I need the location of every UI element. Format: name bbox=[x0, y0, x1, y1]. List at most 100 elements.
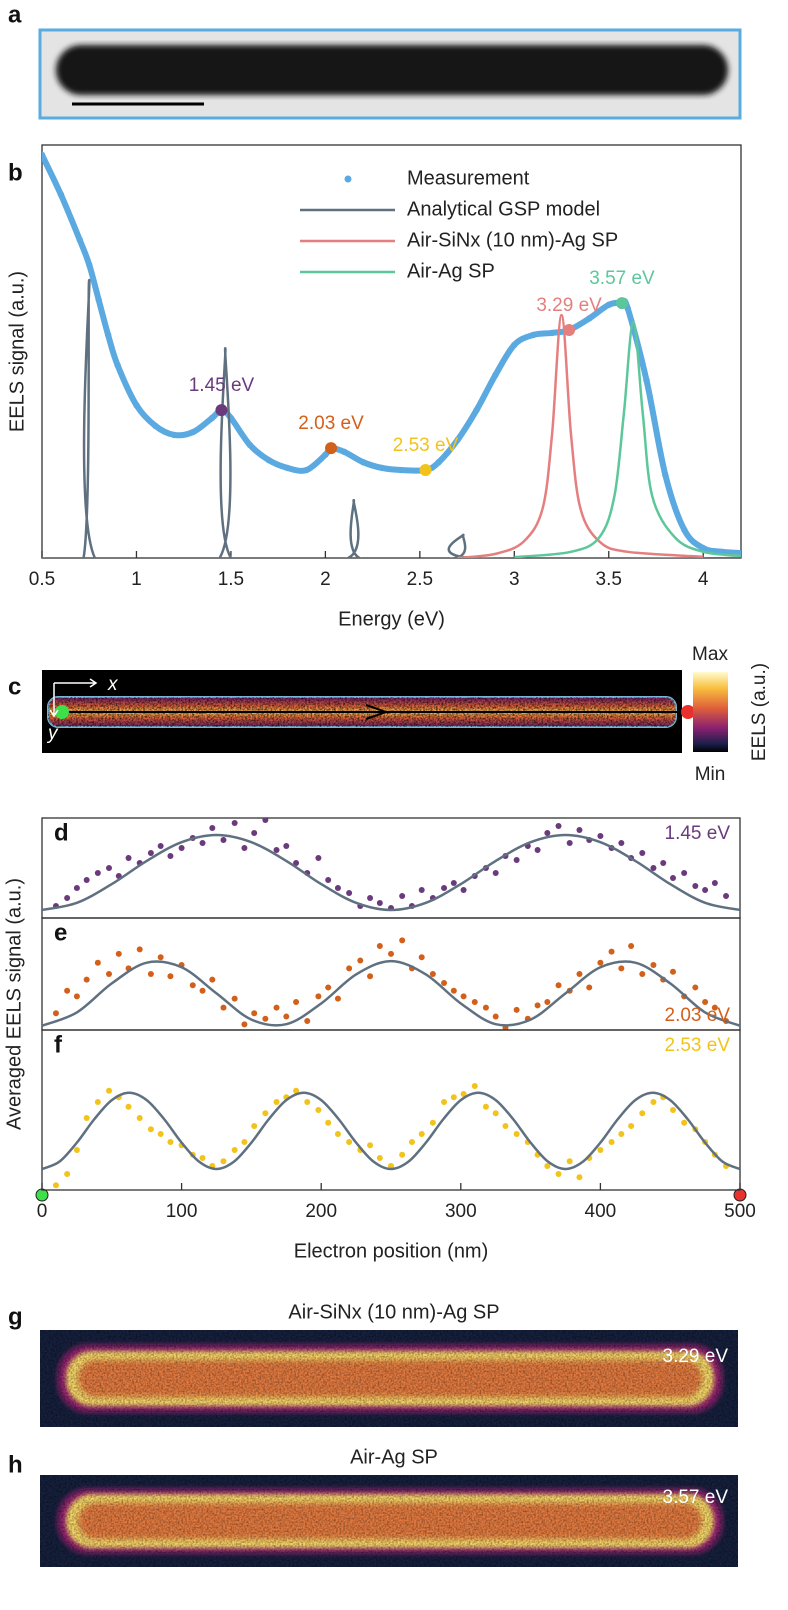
data-point bbox=[534, 1002, 541, 1009]
data-point bbox=[529, 331, 537, 339]
data-point bbox=[189, 982, 196, 989]
peak-marker bbox=[215, 404, 228, 417]
data-point bbox=[273, 847, 280, 853]
data-point bbox=[700, 544, 707, 552]
data-point bbox=[482, 1004, 489, 1011]
data-point bbox=[492, 1110, 499, 1117]
data-point bbox=[64, 895, 71, 901]
data-point bbox=[618, 965, 625, 972]
data-point bbox=[199, 987, 206, 994]
data-point bbox=[304, 1099, 311, 1105]
x-tick-label: 4 bbox=[698, 569, 709, 590]
data-point bbox=[418, 1131, 425, 1137]
data-point bbox=[52, 1182, 59, 1189]
data-point bbox=[283, 1013, 290, 1020]
data-point bbox=[376, 1155, 383, 1161]
data-point bbox=[262, 1110, 269, 1117]
data-point bbox=[171, 431, 178, 439]
data-point bbox=[429, 971, 436, 977]
panel-label: d bbox=[54, 819, 69, 846]
data-point bbox=[628, 943, 635, 949]
data-point bbox=[334, 995, 341, 1002]
data-point bbox=[397, 466, 405, 474]
legend-label: Air-SiNx (10 nm)-Ag SP bbox=[407, 229, 618, 251]
data-point bbox=[95, 296, 102, 304]
panel-label: a bbox=[8, 1, 22, 28]
data-point bbox=[399, 937, 406, 944]
image-title: Air-Ag SP bbox=[350, 1446, 438, 1468]
data-point bbox=[325, 877, 332, 883]
data-point bbox=[586, 314, 594, 322]
data-point bbox=[650, 865, 657, 871]
data-point bbox=[64, 1171, 71, 1177]
data-point bbox=[723, 893, 730, 899]
data-point bbox=[618, 840, 625, 846]
data-point bbox=[83, 976, 90, 983]
data-point bbox=[639, 1110, 646, 1117]
data-point bbox=[711, 1004, 718, 1011]
energy-label: 2.03 eV bbox=[665, 1005, 731, 1026]
data-point bbox=[199, 840, 206, 846]
x-axis-label: Electron position (nm) bbox=[294, 1240, 489, 1262]
data-point bbox=[662, 472, 669, 479]
data-point bbox=[460, 887, 467, 893]
data-point bbox=[702, 887, 709, 893]
data-point bbox=[628, 1123, 635, 1129]
data-point bbox=[555, 982, 562, 989]
measurement-curve bbox=[42, 153, 741, 557]
data-point bbox=[367, 1142, 374, 1149]
data-point bbox=[52, 1010, 59, 1017]
data-point bbox=[315, 855, 322, 861]
data-point bbox=[441, 885, 448, 891]
eels-map: 3.57 eV bbox=[40, 1475, 738, 1567]
data-point bbox=[220, 1004, 227, 1011]
data-point bbox=[94, 870, 101, 876]
x-tick-label: 2.5 bbox=[407, 569, 433, 590]
data-point bbox=[199, 1155, 206, 1161]
data-point bbox=[167, 853, 174, 859]
peak-label: 1.45 eV bbox=[189, 375, 255, 396]
panel-label: c bbox=[8, 673, 21, 700]
data-point bbox=[284, 464, 291, 472]
data-point bbox=[106, 865, 113, 871]
data-point bbox=[325, 1119, 332, 1126]
model-line bbox=[42, 959, 740, 1027]
data-point bbox=[167, 1139, 174, 1145]
peak-marker bbox=[615, 297, 628, 310]
data-point bbox=[566, 1158, 573, 1165]
data-point bbox=[265, 456, 272, 464]
data-point bbox=[73, 1147, 80, 1153]
panel-label: f bbox=[54, 1031, 63, 1058]
data-point bbox=[586, 984, 593, 991]
data-point bbox=[597, 959, 604, 966]
data-point bbox=[513, 1006, 520, 1013]
data-point bbox=[73, 993, 80, 1000]
x-tick-label: 200 bbox=[305, 1201, 337, 1222]
model-line bbox=[42, 1091, 740, 1171]
data-point bbox=[106, 971, 113, 977]
data-point bbox=[544, 1163, 551, 1169]
data-point bbox=[273, 1004, 280, 1011]
data-point bbox=[643, 377, 650, 384]
data-point bbox=[460, 1091, 467, 1097]
data-point bbox=[608, 1139, 615, 1145]
data-point bbox=[454, 436, 461, 444]
x-tick-label: 0 bbox=[37, 1201, 48, 1222]
data-point bbox=[450, 880, 457, 886]
data-point bbox=[346, 890, 353, 896]
data-point bbox=[513, 1131, 520, 1137]
data-point bbox=[534, 847, 541, 853]
data-point bbox=[511, 341, 518, 349]
data-point bbox=[650, 1099, 657, 1105]
data-point bbox=[83, 1115, 90, 1121]
data-point bbox=[399, 893, 406, 899]
data-point bbox=[681, 870, 688, 876]
data-point bbox=[471, 999, 478, 1005]
data-point bbox=[315, 993, 322, 1000]
data-point bbox=[492, 1013, 499, 1020]
x-tick-label: 1 bbox=[131, 569, 142, 590]
data-point bbox=[660, 860, 667, 866]
data-point bbox=[473, 406, 480, 414]
x-tick-label: 400 bbox=[585, 1201, 617, 1222]
data-point bbox=[692, 984, 699, 991]
